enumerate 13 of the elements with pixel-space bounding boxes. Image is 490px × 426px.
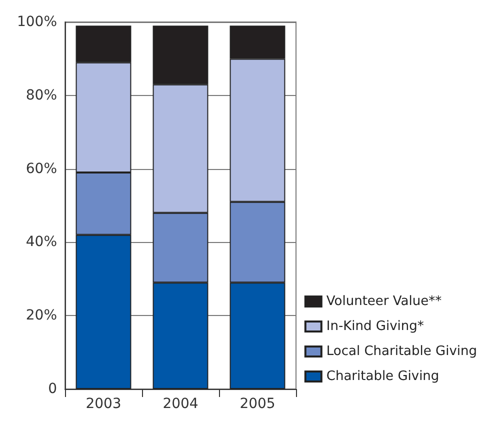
y-tick-label: 0	[48, 381, 57, 397]
x-tick-label: 2003	[86, 396, 122, 412]
legend-label: Charitable Giving	[326, 369, 440, 384]
y-tick-label: 80%	[26, 87, 57, 104]
y-tick-label: 40%	[26, 234, 57, 250]
y-tick-label: 60%	[26, 160, 57, 177]
y-tick-label: 100%	[16, 14, 57, 30]
y-tick-label: 20%	[26, 308, 57, 324]
legend-label: In-Kind Giving*	[326, 319, 424, 334]
legend-label: Local Charitable Giving	[326, 344, 478, 359]
x-tick-label: 2004	[162, 396, 198, 412]
legend-label: Volunteer Value**	[326, 294, 442, 309]
x-tick-label: 2005	[240, 396, 276, 412]
